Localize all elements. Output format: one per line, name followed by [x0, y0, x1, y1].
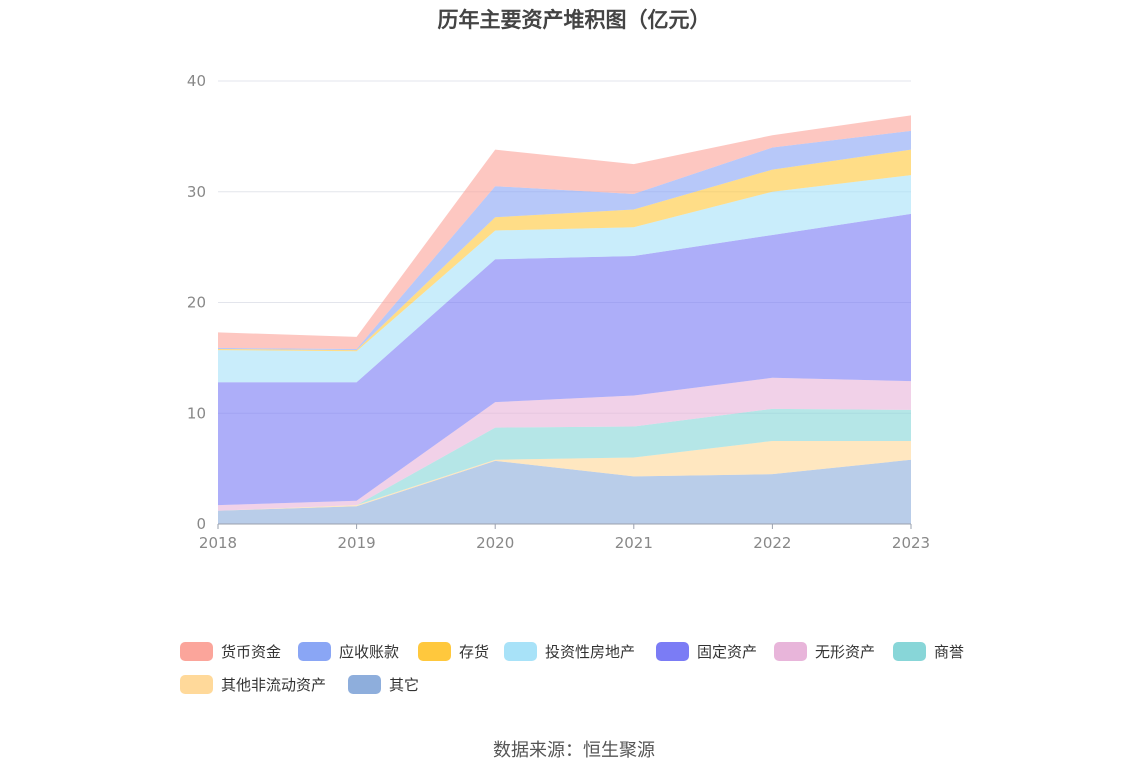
area-series-7: [218, 149, 911, 352]
legend-swatch: [504, 641, 537, 661]
legend-item[interactable]: 固定资产: [656, 640, 757, 662]
area-series-2: [218, 440, 911, 511]
area-series-8: [218, 130, 911, 351]
legend-label: 其它: [389, 675, 420, 694]
legend-label: 无形资产: [815, 642, 876, 661]
legend-label: 应收账款: [339, 642, 400, 661]
legend-swatch: [418, 641, 451, 661]
legend-item[interactable]: 货币资金: [180, 640, 281, 662]
legend-label: 投资性房地产: [545, 642, 636, 661]
legend-item[interactable]: 其他非流动资产: [180, 673, 326, 695]
area-series-4: [218, 377, 911, 511]
legend-swatch: [774, 641, 807, 661]
legend-item[interactable]: 商誉: [893, 640, 964, 662]
legend-label: 商誉: [934, 642, 965, 661]
y-tick-label: 30: [187, 183, 206, 201]
legend-swatch: [656, 641, 689, 661]
area-series-1: [218, 459, 911, 524]
x-tick-label: 2021: [615, 534, 653, 552]
legend-label: 存货: [459, 642, 490, 661]
area-series-3: [218, 408, 911, 511]
legend-label: 其他非流动资产: [221, 675, 327, 694]
legend-label: 固定资产: [697, 642, 758, 661]
x-tick-label: 2020: [476, 534, 514, 552]
legend-item[interactable]: 存货: [418, 640, 489, 662]
y-tick-label: 0: [196, 515, 206, 533]
y-tick-label: 20: [187, 294, 206, 312]
legend-item[interactable]: 应收账款: [298, 640, 399, 662]
y-tick-label: 10: [187, 404, 206, 422]
legend-item[interactable]: 无形资产: [774, 640, 875, 662]
legend-swatch: [893, 641, 926, 661]
axes: 0 10 20 30 40 2018 2019 2020 2021 2022 2023: [187, 72, 930, 552]
x-tick-label: 2023: [892, 534, 930, 552]
legend-swatch: [180, 641, 213, 661]
x-tick-label: 2018: [199, 534, 237, 552]
legend-label: 货币资金: [221, 642, 282, 661]
chart-title: 历年主要资产堆积图（亿元）: [437, 8, 711, 32]
legend-swatch: [180, 674, 213, 694]
area-series-6: [218, 175, 911, 383]
x-tick-label: 2019: [338, 534, 376, 552]
area-series-5: [218, 213, 911, 506]
legend-swatch: [348, 674, 381, 694]
area-layer: [218, 115, 911, 524]
area-series-9: [218, 115, 911, 350]
x-tick-label: 2022: [753, 534, 791, 552]
legend-swatch: [298, 641, 331, 661]
stacked-area-chart: 0 10 20 30 40 2018 2019 2020 2021 2022 2023: [187, 72, 930, 552]
legend-item[interactable]: 其它: [348, 673, 419, 695]
y-tick-label: 40: [187, 72, 206, 90]
legend-item[interactable]: 投资性房地产: [504, 640, 635, 662]
source-note: 数据来源：恒生聚源: [493, 740, 655, 761]
